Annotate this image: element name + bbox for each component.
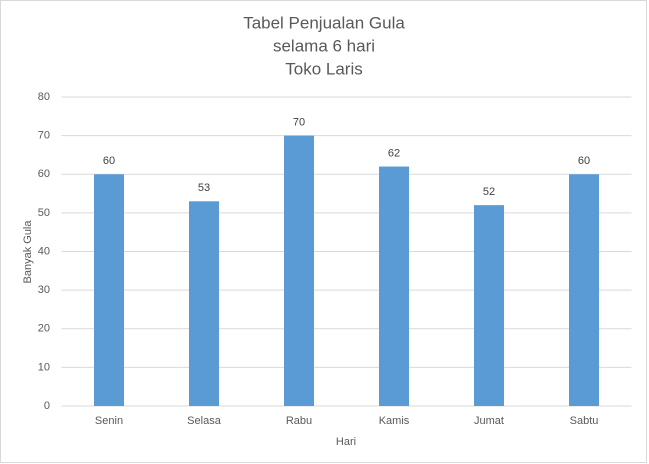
data-label: 70 [293, 117, 305, 129]
bar [189, 201, 219, 406]
bar [284, 135, 314, 406]
y-axis-label: Banyak Gula [22, 220, 34, 284]
data-label: 60 [103, 155, 115, 167]
data-label: 53 [198, 182, 210, 194]
y-tick-label: 80 [38, 91, 50, 103]
y-tick-label: 40 [38, 245, 50, 257]
bar [94, 174, 124, 406]
y-tick-label: 20 [38, 323, 50, 335]
bar [474, 205, 504, 406]
x-tick-label: Kamis [379, 415, 410, 427]
data-label: 60 [578, 155, 590, 167]
chart-title: selama 6 hari [273, 36, 375, 55]
y-tick-label: 10 [38, 361, 50, 373]
data-label: 62 [388, 147, 400, 159]
data-label: 52 [483, 186, 495, 198]
y-tick-label: 60 [38, 168, 50, 180]
y-tick-label: 30 [38, 284, 50, 296]
x-tick-label: Selasa [187, 415, 222, 427]
x-axis-label: Hari [336, 436, 356, 448]
chart-title: Toko Laris [285, 59, 362, 78]
bar [569, 174, 599, 406]
x-tick-label: Senin [95, 415, 123, 427]
x-tick-label: Rabu [286, 415, 312, 427]
y-tick-label: 70 [38, 130, 50, 142]
x-tick-label: Sabtu [570, 415, 599, 427]
chart-title: Tabel Penjualan Gula [243, 13, 405, 32]
y-tick-label: 0 [44, 400, 50, 412]
bar [379, 166, 409, 406]
x-tick-label: Jumat [474, 415, 504, 427]
y-tick-label: 50 [38, 207, 50, 219]
